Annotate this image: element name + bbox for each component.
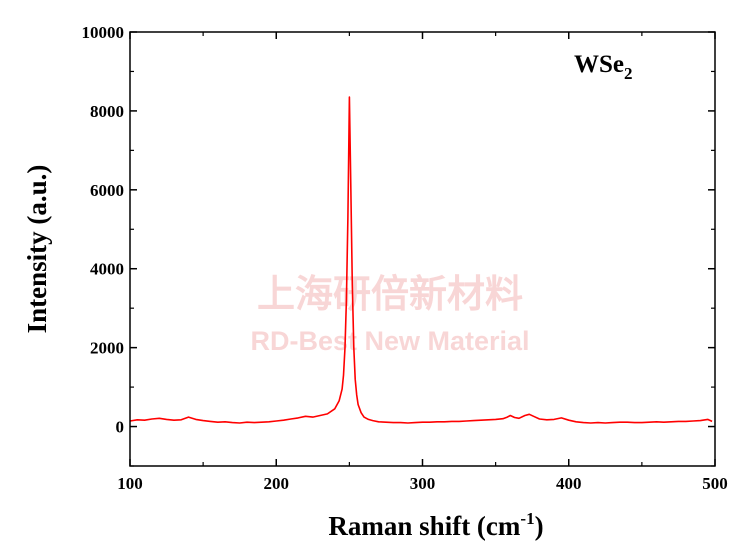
x-axis-title-superscript: -1 [520,509,534,528]
y-tick-label: 2000 [90,339,124,358]
series-line-0 [129,96,713,424]
y-tick-label: 8000 [90,102,124,121]
watermark: 上海研倍新材料 RD-Best New Material [250,272,529,356]
x-axis-title-close: ) [535,511,544,541]
annotation-subscript: 2 [624,64,633,83]
axis-ticks: 100 200 300 400 500 0 2000 4000 6000 8000 10000 [82,23,728,493]
x-tick-label: 100 [117,474,143,493]
y-tick-label: 4000 [90,260,124,279]
plot-layer [129,96,713,424]
y-tick-label: 6000 [90,181,124,200]
x-axis-title: Raman shift (cm-1) [328,509,543,541]
wse2-annotation: WSe2 [574,51,633,83]
y-axis-title: Intensity (a.u.) [22,165,52,334]
watermark-english: RD-Best New Material [250,326,529,356]
x-axis-title-main: Raman shift (cm [328,511,520,541]
x-tick-label: 300 [410,474,436,493]
x-tick-label: 200 [264,474,290,493]
watermark-chinese: 上海研倍新材料 [257,272,523,316]
x-tick-label: 500 [702,474,728,493]
y-tick-label: 0 [116,418,125,437]
plot-frame [129,31,716,467]
annotation-main: WSe [574,51,624,78]
y-tick-label: 10000 [82,23,125,42]
x-tick-label: 400 [556,474,582,493]
